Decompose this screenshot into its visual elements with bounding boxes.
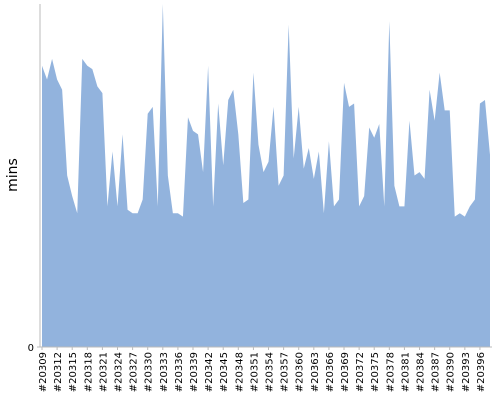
x-tick-label: #20351	[249, 352, 260, 392]
x-tick-label: #20315	[68, 352, 79, 392]
x-tick-label: #20390	[446, 352, 457, 392]
x-tick-label: #20387	[431, 352, 442, 392]
x-tick-label: #20363	[310, 352, 321, 392]
x-tick-label: #20342	[204, 352, 215, 392]
x-tick-label: #20357	[280, 352, 291, 392]
x-tick-label: #20384	[416, 352, 427, 392]
x-tick-label: #20321	[98, 352, 109, 392]
x-tick-label: #20381	[400, 352, 411, 392]
x-tick-label: #20327	[129, 352, 140, 392]
x-tick-label: #20324	[114, 352, 125, 392]
x-tick-label: #20369	[340, 352, 351, 392]
x-tick-label: #20336	[174, 352, 185, 392]
x-tick-label: #20330	[144, 352, 155, 392]
x-tick-label: #20309	[38, 352, 49, 392]
x-tick-label: #20339	[189, 352, 200, 392]
x-tick-label: #20354	[265, 352, 276, 392]
area	[42, 4, 490, 347]
x-tick-label: #20372	[355, 352, 366, 392]
x-tick-label: #20396	[476, 352, 487, 392]
x-tick-label: #20345	[219, 352, 230, 392]
x-tick-label: #20366	[325, 352, 336, 392]
x-tick-label: #20333	[159, 352, 170, 392]
x-tick-label: #20360	[295, 352, 306, 392]
x-tick-label: #20318	[83, 352, 94, 392]
y-tick-label: 0	[28, 343, 34, 354]
x-tick-label: #20393	[461, 352, 472, 392]
y-axis-label: mins	[5, 158, 21, 192]
x-tick-label: #20378	[385, 352, 396, 392]
x-tick-label: #20375	[370, 352, 381, 392]
x-tick-label: #20312	[53, 352, 64, 392]
x-tick-label: #20348	[234, 352, 245, 392]
